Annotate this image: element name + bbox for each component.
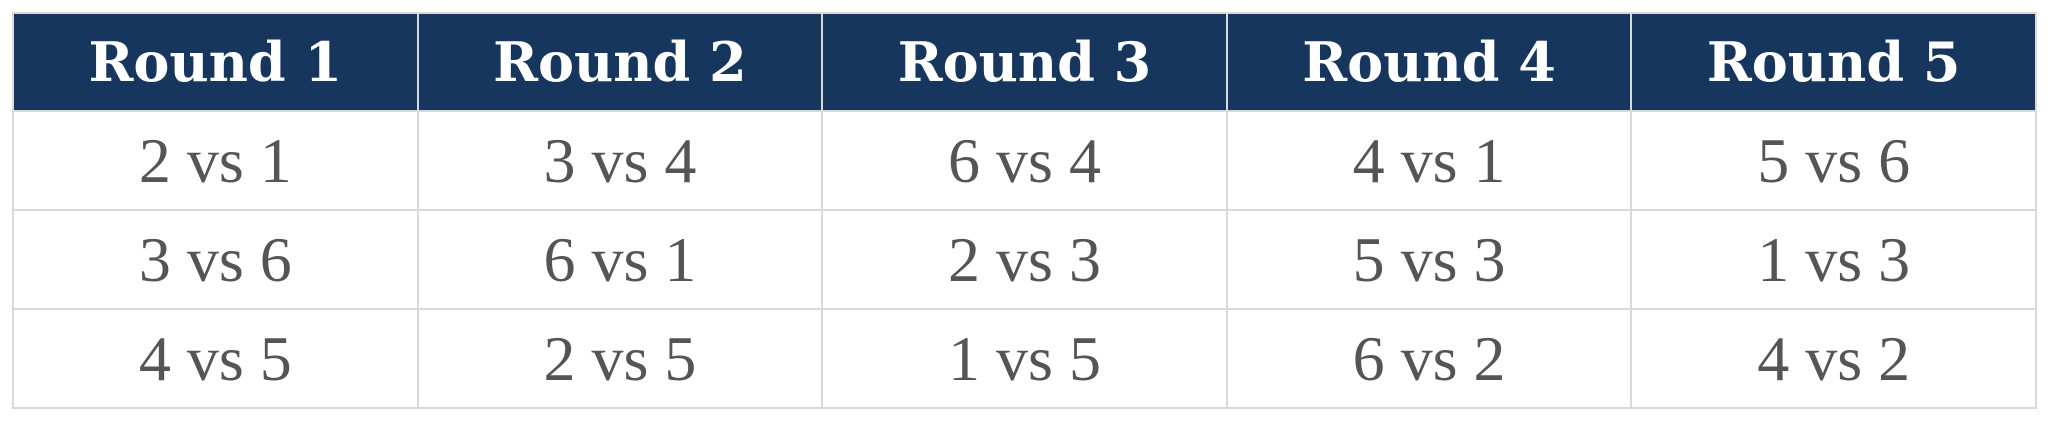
table-cell: 3 vs 4 xyxy=(416,110,824,211)
table-cell: 4 vs 1 xyxy=(1225,110,1633,211)
table-cell: 5 vs 3 xyxy=(1225,209,1633,310)
table-cell: 6 vs 4 xyxy=(821,110,1228,211)
table-cell: 4 vs 5 xyxy=(12,308,419,409)
table-cell: 6 vs 1 xyxy=(416,209,824,310)
table-cell: 1 vs 3 xyxy=(1630,209,2037,310)
table-cell: 5 vs 6 xyxy=(1630,110,2037,211)
header-round-4: Round 4 xyxy=(1225,12,1633,112)
header-row: Round 1 Round 2 Round 3 Round 4 Round 5 xyxy=(12,12,2037,112)
table-cell: 1 vs 5 xyxy=(821,308,1228,409)
table-cell: 6 vs 2 xyxy=(1225,308,1633,409)
header-round-2: Round 2 xyxy=(416,12,824,112)
table-row: 3 vs 6 6 vs 1 2 vs 3 5 vs 3 1 vs 3 xyxy=(12,209,2037,310)
table-cell: 4 vs 2 xyxy=(1630,308,2037,409)
header-round-1: Round 1 xyxy=(12,12,419,112)
table-cell: 2 vs 3 xyxy=(821,209,1228,310)
header-round-5: Round 5 xyxy=(1630,12,2037,112)
table-cell: 2 vs 5 xyxy=(416,308,824,409)
table-cell: 3 vs 6 xyxy=(12,209,419,310)
table-row: 2 vs 1 3 vs 4 6 vs 4 4 vs 1 5 vs 6 xyxy=(12,110,2037,211)
header-round-3: Round 3 xyxy=(821,12,1228,112)
table-row: 4 vs 5 2 vs 5 1 vs 5 6 vs 2 4 vs 2 xyxy=(12,308,2037,409)
schedule-table: Round 1 Round 2 Round 3 Round 4 Round 5 … xyxy=(12,12,2037,409)
table-cell: 2 vs 1 xyxy=(12,110,419,211)
